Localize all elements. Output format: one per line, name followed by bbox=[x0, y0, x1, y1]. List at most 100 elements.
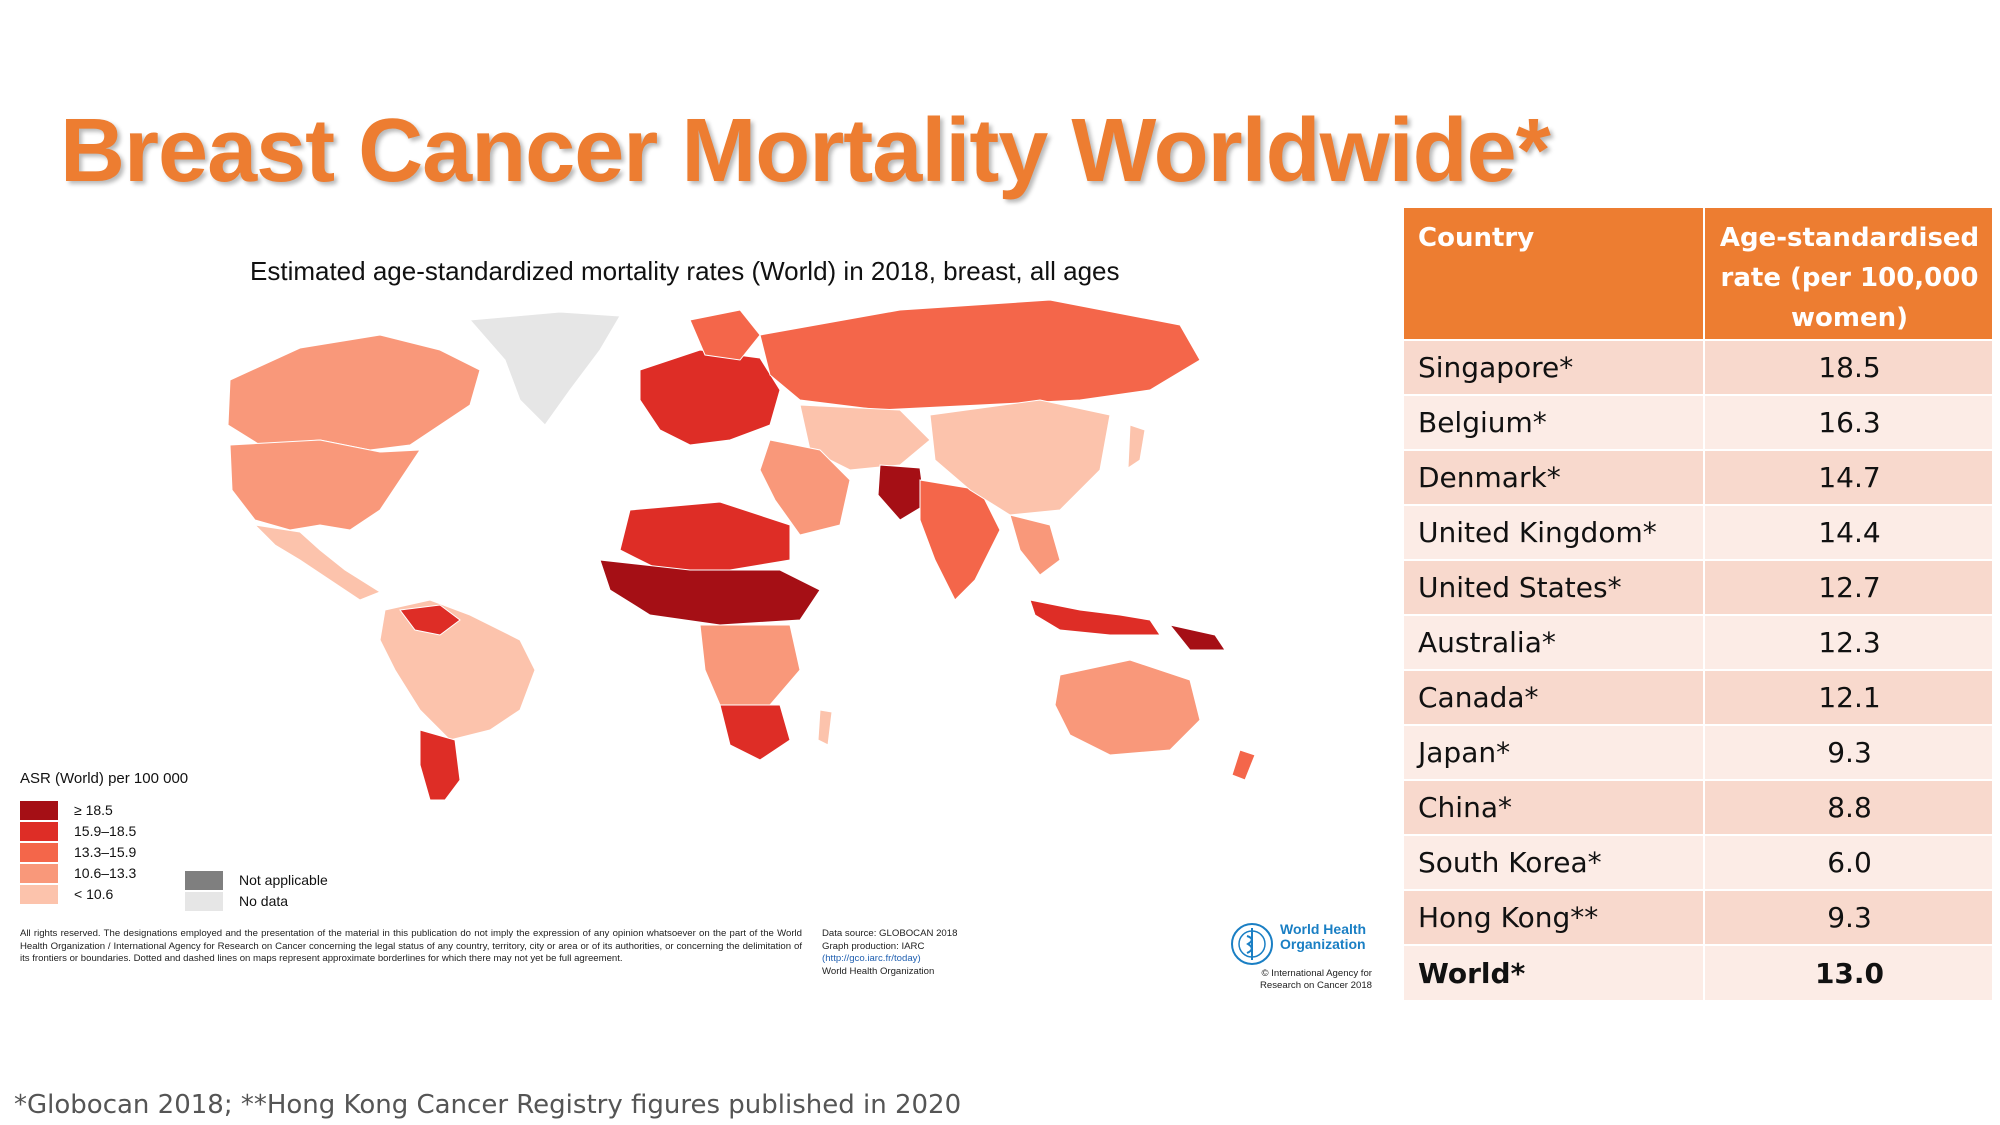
cell-country: China* bbox=[1404, 779, 1705, 835]
map-disclaimer: All rights reserved. The designations em… bbox=[20, 928, 802, 964]
cell-rate: 8.8 bbox=[1704, 779, 1992, 835]
region-china bbox=[929, 399, 1111, 516]
legend-item-class-4: 10.6–13.3 bbox=[20, 863, 136, 883]
who-name-line2: Organization bbox=[1280, 936, 1366, 952]
iarc-credit-line1: © International Agency for bbox=[1261, 968, 1372, 979]
table-row: Hong Kong** 9.3 bbox=[1404, 889, 1992, 945]
cell-country: Hong Kong** bbox=[1404, 889, 1705, 945]
legend-item-class-3: 13.3–15.9 bbox=[20, 842, 136, 862]
cell-rate: 14.7 bbox=[1704, 449, 1992, 505]
organization-line: World Health Organization bbox=[822, 965, 935, 977]
cell-rate: 12.7 bbox=[1704, 559, 1992, 615]
iarc-credit-line2: Research on Cancer 2018 bbox=[1260, 980, 1372, 991]
table-row: South Korea* 6.0 bbox=[1404, 834, 1992, 890]
legend-swatch bbox=[20, 821, 58, 841]
region-usa bbox=[229, 439, 421, 531]
region-venezuela bbox=[399, 604, 461, 636]
legend-swatch bbox=[20, 863, 58, 883]
legend-item-not-applicable: Not applicable bbox=[185, 870, 328, 890]
region-middle-east bbox=[759, 439, 851, 536]
region-southern-africa bbox=[719, 704, 791, 761]
cell-rate: 6.0 bbox=[1704, 834, 1992, 890]
legend-swatch-extra bbox=[185, 891, 223, 911]
region-central-america bbox=[253, 524, 382, 601]
region-sahel bbox=[599, 559, 821, 626]
slide-title: Breast Cancer Mortality Worldwide* bbox=[60, 101, 1551, 201]
region-central-africa bbox=[699, 624, 801, 706]
world-map bbox=[227, 299, 1256, 800]
legend-label: 10.6–13.3 bbox=[74, 865, 137, 881]
who-name-line1: World Health bbox=[1280, 921, 1367, 937]
region-argentina bbox=[419, 729, 461, 800]
region-pakistan bbox=[877, 464, 926, 521]
legend-swatch bbox=[20, 842, 58, 862]
region-greenland bbox=[468, 311, 621, 426]
table-row: United Kingdom* 14.4 bbox=[1404, 504, 1992, 560]
table-row: Japan* 9.3 bbox=[1404, 724, 1992, 780]
table-row: China* 8.8 bbox=[1404, 779, 1992, 835]
header-rate: Age-standardised rate (per 100,000 women… bbox=[1704, 208, 1992, 340]
legend-label: 15.9–18.5 bbox=[74, 823, 137, 839]
region-europe bbox=[639, 349, 781, 446]
legend-label: 13.3–15.9 bbox=[74, 844, 137, 860]
region-russia bbox=[759, 299, 1201, 411]
header-rate-line1: Age-standardised bbox=[1719, 223, 1980, 253]
data-source-block: Data source: GLOBOCAN 2018 Graph product… bbox=[822, 928, 957, 978]
cell-rate: 9.3 bbox=[1704, 724, 1992, 780]
region-scandinavia bbox=[689, 309, 761, 361]
cell-country: Australia* bbox=[1404, 614, 1705, 670]
cell-rate: 9.3 bbox=[1704, 889, 1992, 945]
who-logo-block: World Health Organization © Internationa… bbox=[1230, 918, 1372, 991]
table-row: United States* 12.7 bbox=[1404, 559, 1992, 615]
legend-label: Not applicable bbox=[239, 872, 328, 888]
cell-rate: 12.1 bbox=[1704, 669, 1992, 725]
map-panel: Estimated age-standardized mortality rat… bbox=[0, 240, 1400, 1010]
cell-country: Singapore* bbox=[1404, 339, 1705, 395]
table-row: Canada* 12.1 bbox=[1404, 669, 1992, 725]
region-papua bbox=[1168, 624, 1226, 651]
cell-country: Canada* bbox=[1404, 669, 1705, 725]
map-title: Estimated age-standardized mortality rat… bbox=[250, 256, 1120, 286]
slide-footnote: *Globocan 2018; **Hong Kong Cancer Regis… bbox=[14, 1090, 962, 1120]
graph-production-line: Graph production: IARC bbox=[822, 940, 925, 952]
legend-label: No data bbox=[239, 893, 289, 909]
header-rate-line2: rate (per 100,000 bbox=[1720, 263, 1979, 293]
cell-rate: 12.3 bbox=[1704, 614, 1992, 670]
cell-country: United Kingdom* bbox=[1404, 504, 1705, 560]
cell-rate: 14.4 bbox=[1704, 504, 1992, 560]
cell-rate: 18.5 bbox=[1704, 339, 1992, 395]
header-country: Country bbox=[1404, 208, 1705, 340]
cell-country: Belgium* bbox=[1404, 394, 1705, 450]
region-canada bbox=[227, 334, 481, 451]
legend-swatch-extra bbox=[185, 870, 223, 890]
iarc-credit: © International Agency for Research on C… bbox=[1260, 968, 1372, 992]
table-row: World* 13.0 bbox=[1404, 944, 1992, 1000]
header-rate-line3: women) bbox=[1791, 303, 1908, 333]
legend-item-class-2: 15.9–18.5 bbox=[20, 821, 136, 841]
map-legend: ASR (World) per 100 000 ≥ 18.5 15.9–18.5… bbox=[20, 770, 440, 950]
legend-item-no-data: No data bbox=[185, 891, 288, 911]
data-source-line: Data source: GLOBOCAN 2018 bbox=[822, 928, 958, 939]
region-madagascar bbox=[817, 709, 833, 746]
table-row: Australia* 12.3 bbox=[1404, 614, 1992, 670]
legend-item-class-1: ≥ 18.5 bbox=[20, 800, 113, 820]
region-north-africa bbox=[619, 501, 791, 571]
region-indonesia bbox=[1029, 599, 1161, 636]
table-header-row: Country Age-standardised rate (per 100,0… bbox=[1404, 208, 1992, 340]
cell-rate: 13.0 bbox=[1704, 944, 1992, 1000]
who-name: World Health Organization bbox=[1280, 922, 1380, 952]
legend-label: ≥ 18.5 bbox=[74, 802, 113, 818]
region-new-zealand bbox=[1231, 749, 1256, 781]
legend-swatch bbox=[20, 884, 58, 904]
cell-country: Japan* bbox=[1404, 724, 1705, 780]
region-australia bbox=[1054, 659, 1201, 756]
region-southeast-asia bbox=[1009, 514, 1061, 576]
cell-rate: 16.3 bbox=[1704, 394, 1992, 450]
table-body: Singapore* 18.5 Belgium* 16.3 Denmark* 14.7 Un… bbox=[1404, 339, 1992, 1000]
cell-country: Denmark* bbox=[1404, 449, 1705, 505]
source-link[interactable]: (http://gco.iarc.fr/today) bbox=[822, 953, 921, 964]
legend-swatch bbox=[20, 800, 58, 820]
mortality-rate-table: Country Age-standardised rate (per 100,0… bbox=[1404, 208, 1992, 1000]
legend-title: ASR (World) per 100 000 bbox=[20, 770, 189, 787]
table-row: Denmark* 14.7 bbox=[1404, 449, 1992, 505]
